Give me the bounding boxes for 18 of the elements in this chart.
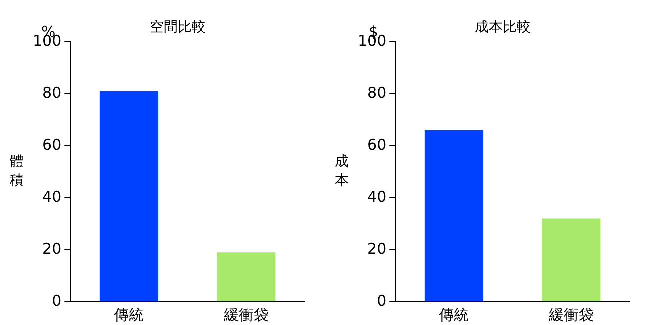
y-tick-label: 60	[42, 136, 62, 154]
y-tick-label: 40	[368, 188, 387, 206]
y-tick-label: 20	[368, 240, 387, 258]
y-tick-label: 20	[42, 240, 62, 258]
y-tick-label: 0	[377, 292, 387, 310]
y-tick-label: 60	[368, 136, 387, 154]
x-tick-label: 緩衝袋	[548, 306, 594, 324]
y-tick-label: 0	[52, 292, 62, 310]
y-axis-title: 體積	[10, 154, 24, 190]
x-tick-label: 傳統	[113, 306, 144, 324]
y-tick-label: 80	[368, 84, 387, 102]
x-tick-label: 傳統	[438, 306, 470, 324]
y-tick-label: 80	[42, 84, 62, 102]
chart-title: 空間比較	[150, 20, 206, 36]
y-axis-title: 成本	[335, 154, 349, 190]
y-tick-label: 40	[42, 188, 62, 206]
chart-title: 成本比較	[474, 20, 531, 36]
x-tick-label: 緩衝袋	[222, 306, 269, 324]
